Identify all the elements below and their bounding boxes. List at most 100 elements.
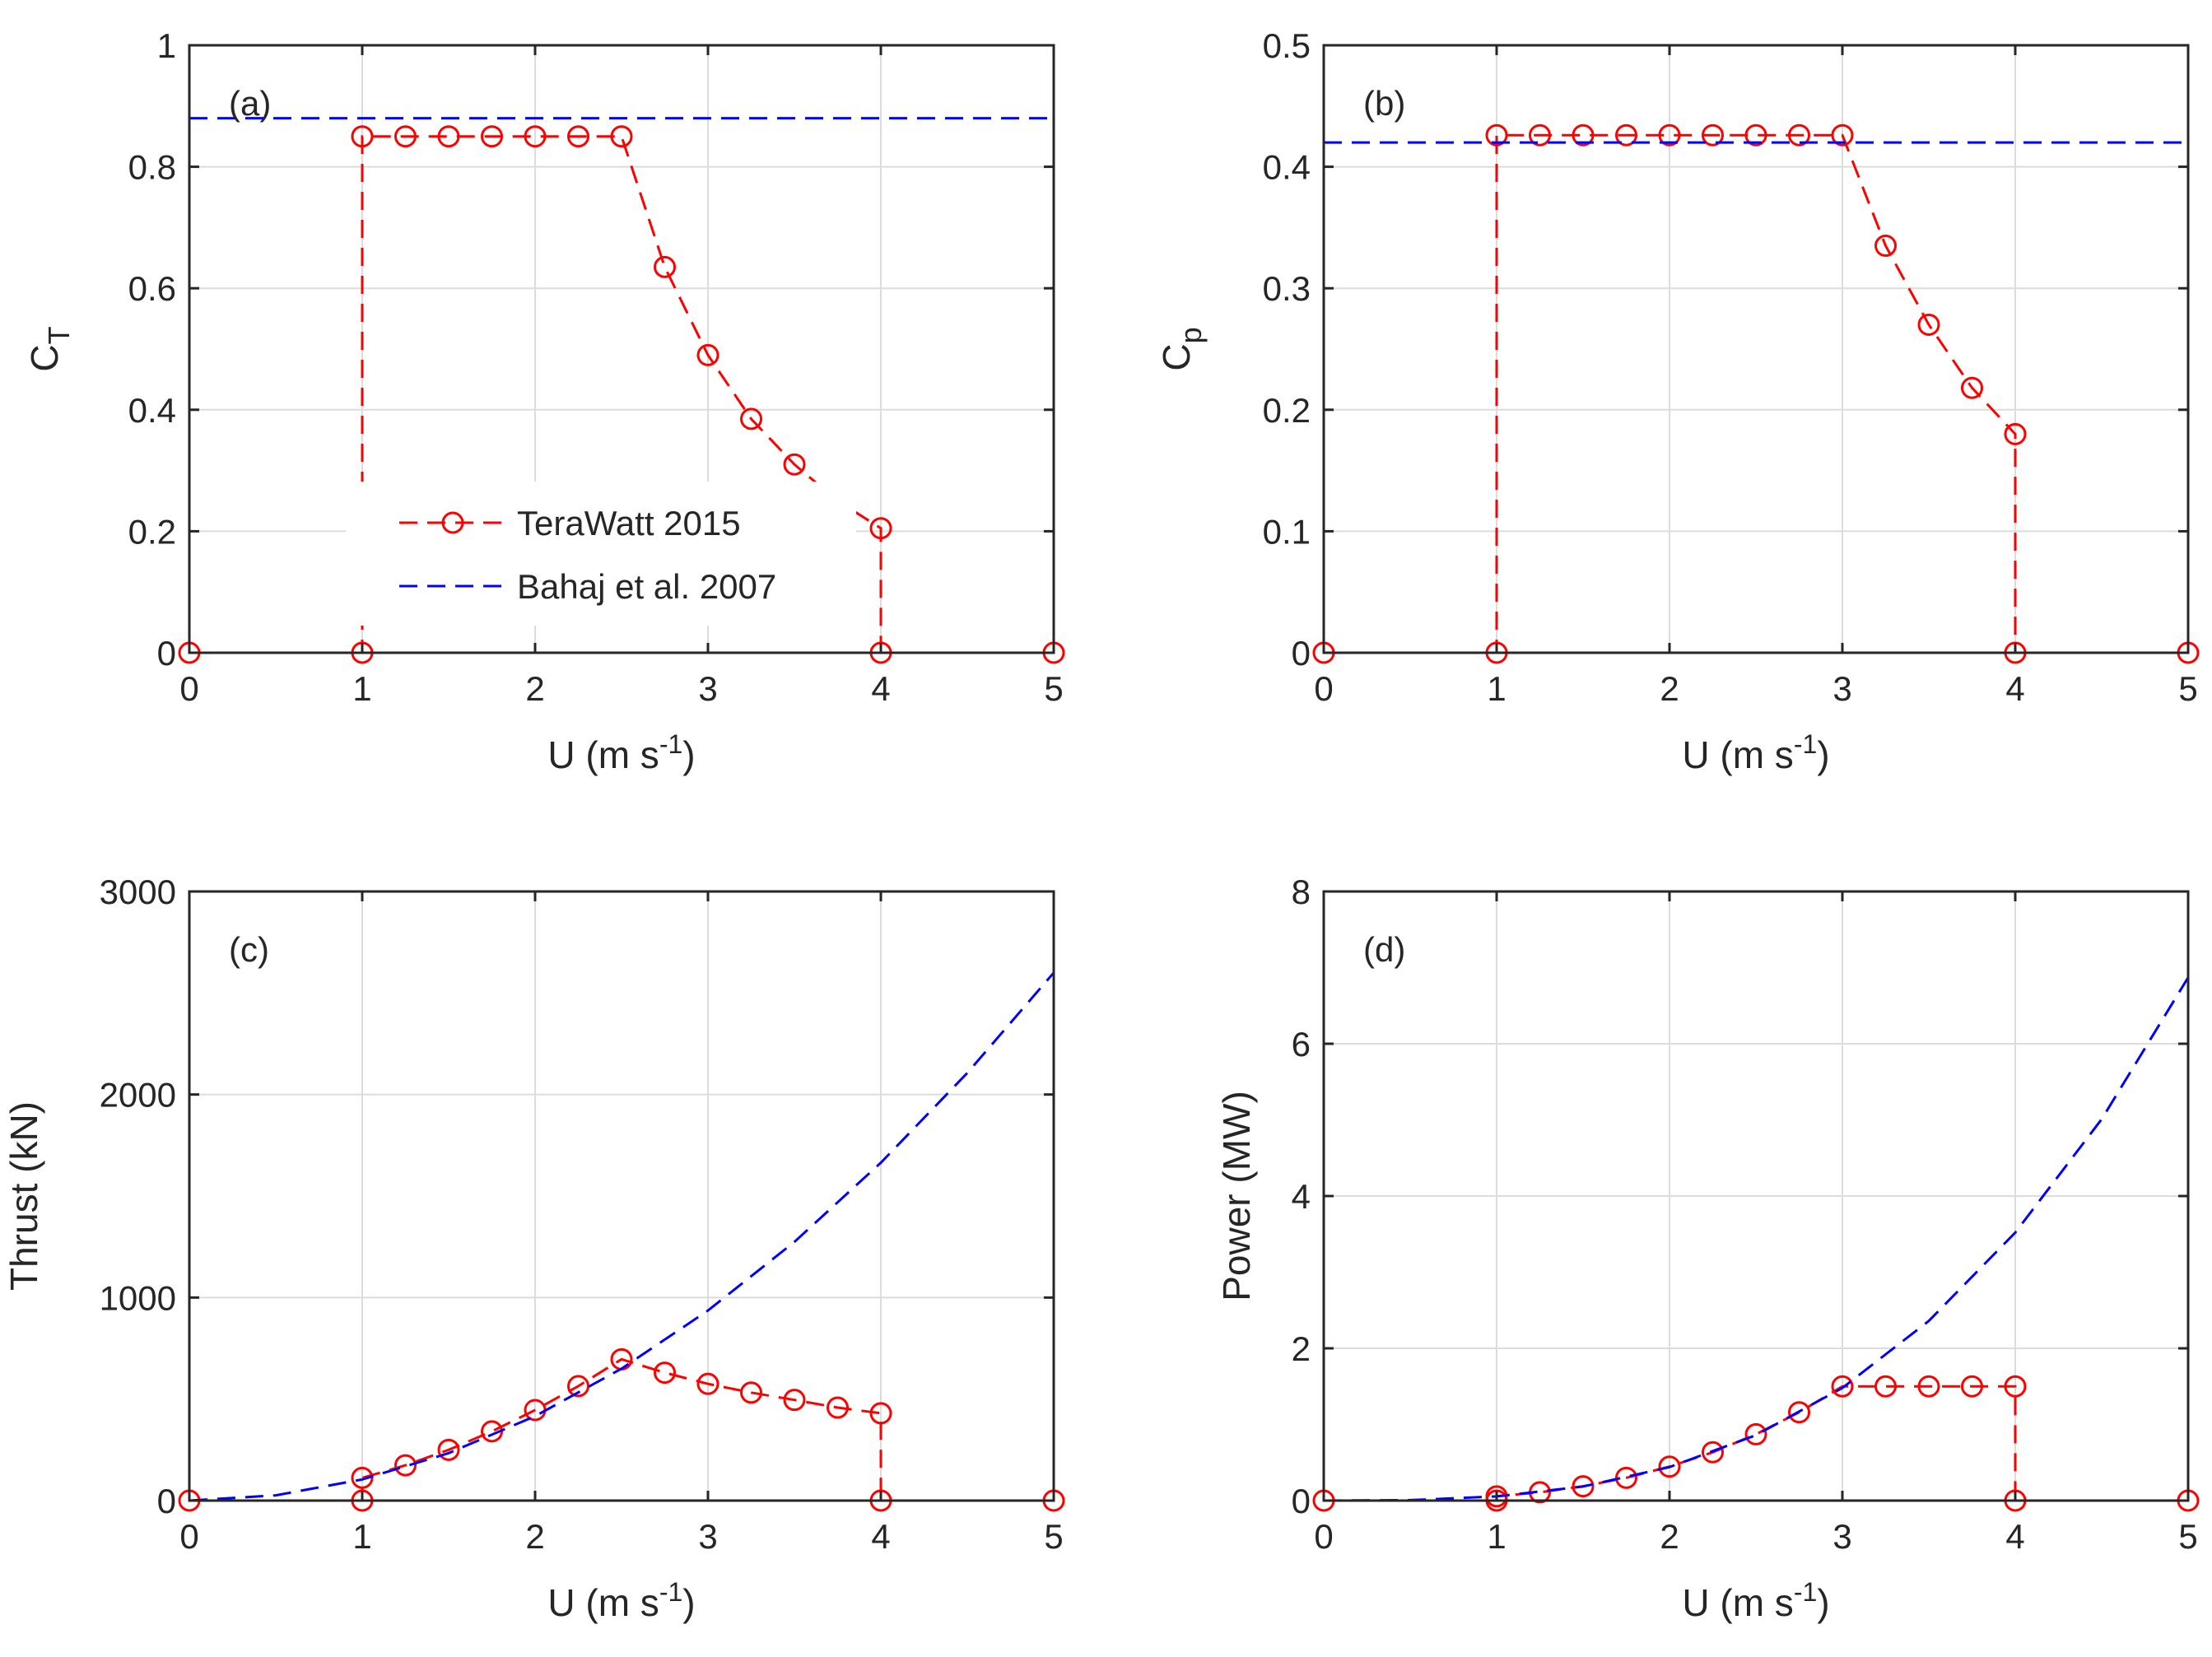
y-tick-label: 4 bbox=[1292, 1177, 1311, 1216]
y-tick-label: 3000 bbox=[100, 873, 176, 911]
data-point-terawatt bbox=[740, 1381, 762, 1404]
data-point-terawatt bbox=[783, 453, 806, 476]
data-point-terawatt bbox=[783, 1389, 806, 1412]
panel-label: (d) bbox=[1363, 930, 1405, 969]
x-axis-label: U (m s-1) bbox=[1682, 729, 1829, 776]
x-tick-label: 3 bbox=[698, 669, 717, 708]
x-tick-label: 3 bbox=[698, 1517, 717, 1556]
x-axis-label: U (m s-1) bbox=[547, 1577, 695, 1624]
y-tick-label: 2000 bbox=[100, 1076, 176, 1115]
x-tick-label: 1 bbox=[1487, 1517, 1506, 1556]
data-point-terawatt bbox=[610, 125, 633, 148]
y-tick-label: 0.2 bbox=[1263, 391, 1311, 430]
data-point-terawatt bbox=[394, 1454, 417, 1477]
legend-label-bahaj: Bahaj et al. 2007 bbox=[517, 567, 776, 606]
y-tick-label: 0 bbox=[1292, 1482, 1311, 1520]
x-tick-label: 2 bbox=[1660, 669, 1679, 708]
data-point-terawatt bbox=[1615, 123, 1637, 147]
data-point-terawatt bbox=[2004, 1375, 2027, 1398]
axes-box bbox=[188, 44, 1055, 654]
y-tick-label: 0.3 bbox=[1263, 269, 1311, 308]
data-point-terawatt bbox=[524, 125, 547, 148]
data-point-terawatt bbox=[1874, 1375, 1897, 1398]
x-tick-label: 2 bbox=[525, 669, 544, 708]
y-tick-label: 0.1 bbox=[1263, 512, 1311, 551]
panel-d: 0 1 2 3 4 5 0 2 4 6 8 U (m s-1) Power (MW) (d) bbox=[1215, 873, 2200, 1624]
data-point-terawatt bbox=[1485, 123, 1508, 147]
x-tick-label: 0 bbox=[179, 669, 198, 708]
data-point-terawatt bbox=[1658, 123, 1681, 147]
panel-label: (a) bbox=[229, 84, 271, 123]
legend: TeraWatt 2015 Bahaj et al. 2007 bbox=[346, 482, 856, 626]
data-point-terawatt bbox=[1831, 123, 1854, 147]
legend-box bbox=[346, 482, 856, 626]
x-tick-label: 2 bbox=[525, 1517, 544, 1556]
panel-a: 0 1 2 3 4 5 0 0.2 0.4 0.6 0.8 1 U (m s-1) CT (a) bbox=[23, 26, 1065, 776]
data-point-terawatt bbox=[1831, 1375, 1854, 1398]
data-point-terawatt bbox=[481, 125, 503, 148]
x-tick-label: 4 bbox=[2005, 669, 2024, 708]
data-point-terawatt bbox=[696, 1372, 719, 1395]
x-tick-label: 1 bbox=[1487, 669, 1506, 708]
data-point-terawatt bbox=[394, 125, 417, 148]
y-axis-label: Thrust (kN) bbox=[2, 1101, 45, 1291]
x-tick-label: 3 bbox=[1832, 669, 1851, 708]
y-tick-label: 2 bbox=[1292, 1329, 1311, 1368]
y-axis-label: Power (MW) bbox=[1215, 1091, 1258, 1301]
data-point-terawatt bbox=[1788, 1401, 1810, 1424]
series-line-terawatt bbox=[1324, 133, 2188, 654]
panel-label: (c) bbox=[229, 930, 269, 969]
y-tick-label: 0.4 bbox=[128, 391, 176, 430]
x-tick-label: 0 bbox=[1314, 669, 1333, 708]
x-tick-label: 0 bbox=[1314, 1517, 1333, 1556]
legend-label-terawatt: TeraWatt 2015 bbox=[517, 504, 741, 542]
y-tick-label: 1 bbox=[157, 26, 176, 65]
data-point-terawatt bbox=[351, 1466, 374, 1489]
data-point-terawatt bbox=[1572, 1475, 1595, 1498]
data-point-terawatt bbox=[351, 125, 374, 148]
series-line-terawatt bbox=[189, 1357, 1054, 1502]
data-point-terawatt bbox=[1917, 1375, 1940, 1398]
y-tick-label: 8 bbox=[1292, 873, 1311, 911]
data-point-terawatt bbox=[567, 125, 589, 148]
x-tick-label: 1 bbox=[352, 669, 371, 708]
data-point-terawatt bbox=[869, 517, 892, 540]
data-point-terawatt bbox=[1744, 123, 1767, 147]
series-line-bahaj bbox=[1323, 976, 2190, 1502]
data-point-terawatt bbox=[654, 255, 676, 278]
x-tick-label: 5 bbox=[2178, 669, 2197, 708]
data-point-terawatt bbox=[1788, 123, 1810, 147]
panel-b: 0 1 2 3 4 5 0 0.1 0.2 0.3 0.4 0.5 U (m s-1) Cp (b) bbox=[1155, 26, 2200, 776]
legend-marker-terawatt bbox=[441, 511, 464, 534]
data-point-terawatt bbox=[1702, 1441, 1724, 1464]
y-tick-label: 0.6 bbox=[128, 269, 176, 308]
y-tick-label: 0.2 bbox=[128, 512, 176, 551]
x-tick-label: 2 bbox=[1660, 1517, 1679, 1556]
data-point-terawatt bbox=[1572, 123, 1595, 147]
data-point-terawatt bbox=[654, 1361, 676, 1385]
y-tick-label: 0.4 bbox=[1263, 148, 1311, 187]
data-point-terawatt bbox=[1961, 1375, 1983, 1398]
x-tick-label: 5 bbox=[2178, 1517, 2197, 1556]
y-tick-label: 0 bbox=[157, 1482, 176, 1520]
data-point-terawatt bbox=[1874, 235, 1897, 258]
x-tick-label: 4 bbox=[871, 669, 890, 708]
series-line-bahaj bbox=[189, 971, 1055, 1502]
data-point-terawatt bbox=[1529, 123, 1551, 147]
x-tick-label: 4 bbox=[2005, 1517, 2024, 1556]
data-point-terawatt bbox=[740, 407, 762, 431]
data-point-terawatt bbox=[1702, 123, 1724, 147]
y-tick-label: 6 bbox=[1292, 1025, 1311, 1064]
data-point-terawatt bbox=[437, 1438, 460, 1461]
x-tick-label: 5 bbox=[1044, 669, 1063, 708]
y-tick-label: 0 bbox=[1292, 634, 1311, 673]
x-tick-label: 1 bbox=[352, 1517, 371, 1556]
x-tick-label: 3 bbox=[1832, 1517, 1851, 1556]
y-tick-label: 0.8 bbox=[128, 148, 176, 187]
axes-box bbox=[188, 890, 1055, 1502]
y-axis-label: Cp bbox=[1155, 327, 1208, 370]
data-point-terawatt bbox=[869, 1402, 892, 1425]
data-point-terawatt bbox=[1961, 376, 1983, 399]
y-tick-label: 0.5 bbox=[1263, 26, 1311, 65]
